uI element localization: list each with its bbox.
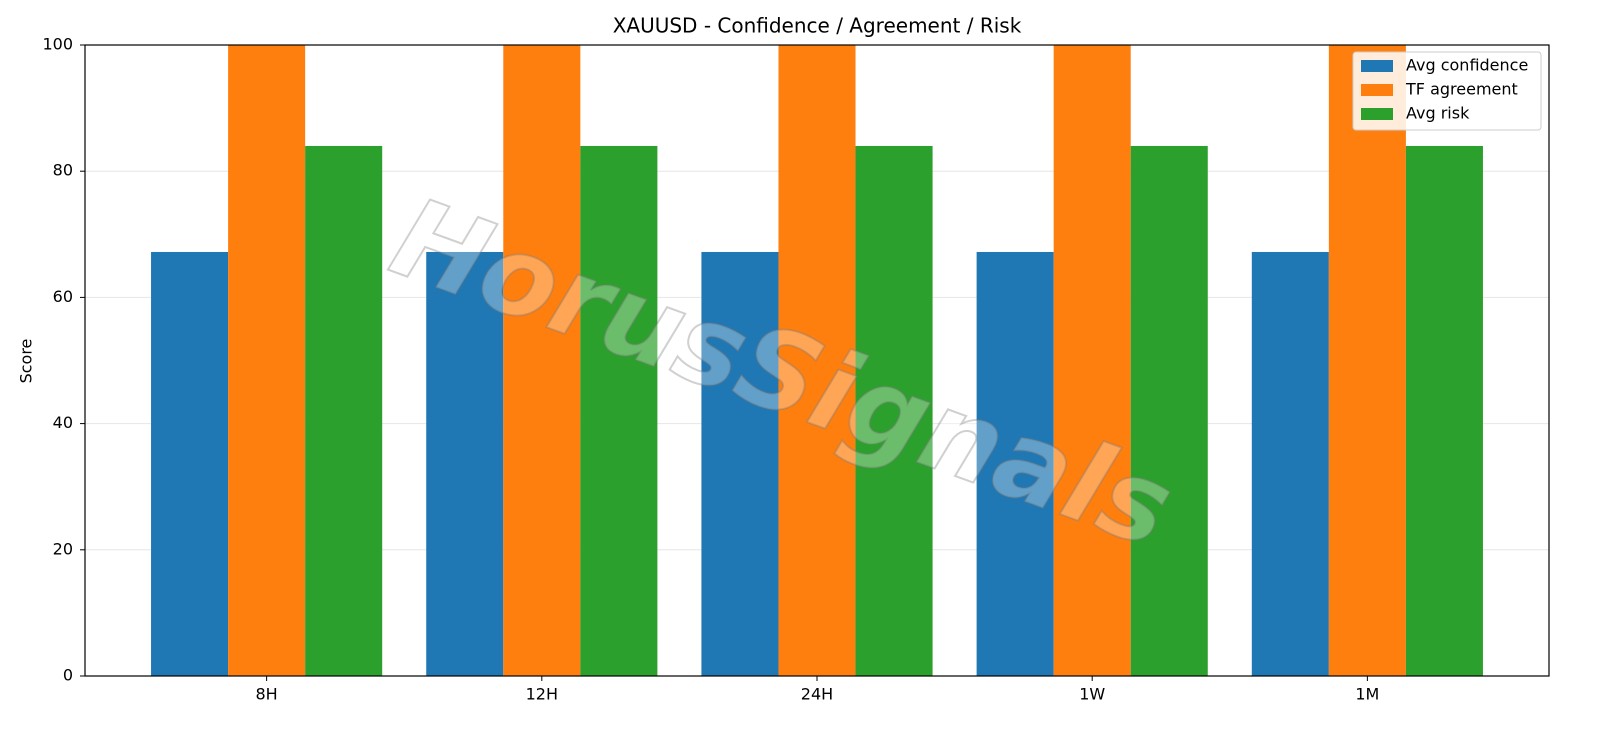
bar	[580, 145, 658, 676]
legend-label: TF agreement	[1405, 80, 1518, 99]
bar	[1251, 251, 1329, 676]
chart-title: XAUUSD - Confidence / Agreement / Risk	[613, 14, 1022, 38]
x-tick-label: 1M	[1355, 685, 1379, 704]
bar	[1130, 145, 1208, 676]
x-tick-label: 8H	[256, 685, 278, 704]
legend-swatch	[1361, 84, 1393, 96]
bar	[1405, 145, 1483, 676]
bar	[1328, 45, 1406, 676]
x-tick-label: 12H	[526, 685, 558, 704]
bar	[426, 251, 504, 676]
y-tick-label: 40	[53, 413, 73, 432]
legend-label: Avg risk	[1406, 104, 1470, 123]
plot-frame	[84, 44, 1550, 677]
legend-box	[1352, 51, 1542, 131]
bar	[701, 251, 779, 676]
legend-swatch	[1361, 108, 1393, 120]
bar	[976, 251, 1054, 676]
bar	[503, 45, 581, 676]
bar	[305, 145, 383, 676]
legend-swatch	[1361, 60, 1393, 72]
y-tick-label: 80	[53, 161, 73, 180]
bar	[228, 45, 306, 676]
y-tick-label: 20	[53, 539, 73, 558]
y-tick-label: 60	[53, 287, 73, 306]
y-tick-label: 100	[42, 35, 73, 54]
bar	[151, 251, 229, 676]
x-tick-label: 24H	[801, 685, 833, 704]
y-axis-label: Score	[17, 339, 36, 384]
bar	[778, 45, 856, 676]
legend-label: Avg confidence	[1406, 56, 1528, 75]
bar	[1053, 45, 1131, 676]
bar	[855, 145, 933, 676]
x-tick-label: 1W	[1079, 685, 1105, 704]
y-tick-label: 0	[63, 666, 73, 685]
